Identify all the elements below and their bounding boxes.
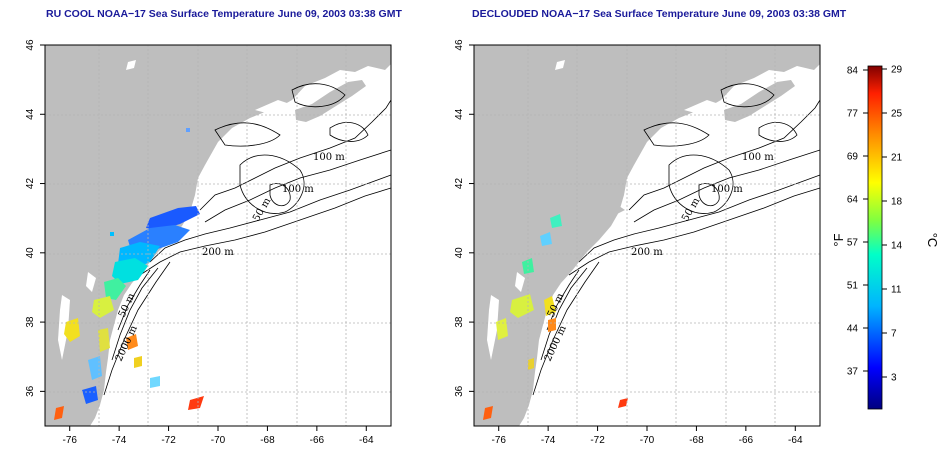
right-lat-tick-label: 42: [454, 178, 465, 190]
right-axes: -76 -74 -72 -70 -68 -66 -64 36 38 40 42 44 46: [454, 39, 803, 446]
fahrenheit-unit-label: °F: [831, 233, 846, 246]
right-bay-of-fundy: [684, 100, 719, 114]
left-contour-label-1: 100 m: [313, 152, 345, 163]
right-lon-tick-label: -68: [689, 435, 704, 446]
left-land-mass: [45, 45, 391, 426]
celsius-tick-label: 3: [891, 373, 897, 384]
left-lon-tick-label: -76: [62, 435, 77, 446]
left-grid: [45, 45, 391, 426]
right-lon-tick-label: -72: [590, 435, 605, 446]
left-lat-tick-label: 46: [25, 39, 36, 51]
celsius-tick-label: 7: [891, 329, 897, 340]
celsius-tick-label: 14: [891, 241, 903, 252]
fahrenheit-tick-label: 57: [847, 238, 859, 249]
left-inland-lake: [126, 60, 136, 70]
right-lat-tick-label: 36: [454, 385, 465, 397]
right-nova-scotia: [724, 80, 795, 122]
left-sst-pixels: [54, 128, 204, 420]
left-map-title: RU COOL NOAA−17 Sea Surface Temperature …: [46, 8, 402, 20]
right-inland-lake: [555, 60, 565, 70]
colorbar-gradient: [867, 65, 883, 410]
left-lat-tick-label: 38: [25, 316, 36, 328]
right-depth-contours: [532, 83, 821, 396]
left-lon-tick-label: -68: [260, 435, 275, 446]
left-lat-tick-label: 44: [25, 108, 36, 120]
left-bay-of-fundy: [255, 100, 290, 114]
celsius-tick-label: 11: [891, 285, 902, 296]
fahrenheit-tick-label: 37: [847, 367, 859, 378]
right-chesapeake-bay: [487, 295, 499, 360]
left-delaware-bay: [86, 272, 96, 292]
colorbar-ticks: 84 77 69 64 57 51 44 37 29 25 21 18 14 11 7 3: [847, 65, 903, 384]
left-lat-tick-label: 42: [25, 178, 36, 190]
right-contour-label-2: 100 m: [711, 184, 743, 195]
fahrenheit-tick-label: 69: [847, 152, 859, 163]
right-grid: [474, 45, 820, 426]
right-delaware-bay: [515, 272, 525, 292]
right-lat-tick-label: 46: [454, 39, 465, 51]
right-contour-label-1: 100 m: [742, 152, 774, 163]
fahrenheit-tick-label: 64: [847, 195, 859, 206]
fahrenheit-tick-label: 51: [847, 281, 859, 292]
celsius-tick-label: 18: [891, 197, 903, 208]
right-contour-label-4: 200 m: [631, 247, 663, 258]
left-axes: -76 -74 -72 -70 -68 -66 -64 36 38 40 42 44 46: [25, 39, 374, 446]
fahrenheit-tick-label: 84: [847, 66, 859, 77]
fahrenheit-tick-label: 44: [847, 324, 859, 335]
left-lon-tick-label: -66: [310, 435, 325, 446]
left-contour-label-4: 200 m: [202, 247, 234, 258]
right-lon-tick-label: -74: [541, 435, 556, 446]
right-lat-tick-label: 40: [454, 247, 465, 259]
temperature-colorbar: 84 77 69 64 57 51 44 37 29 25 21 18 14 11 7 3 °F °C: [831, 65, 940, 410]
right-land-mass: [474, 45, 820, 426]
left-lat-tick-label: 40: [25, 247, 36, 259]
celsius-unit-label: °C: [925, 233, 940, 248]
right-lat-tick-label: 44: [454, 108, 465, 120]
right-lon-tick-label: -70: [640, 435, 655, 446]
celsius-tick-label: 29: [891, 65, 903, 76]
left-map-panel: 100 m 100 m 50 m 200 m 50 m 2000 m -76 -7…: [25, 39, 392, 446]
left-lon-tick-label: -64: [359, 435, 374, 446]
left-lat-tick-label: 36: [25, 385, 36, 397]
right-lon-tick-label: -64: [788, 435, 803, 446]
left-lon-tick-label: -72: [161, 435, 176, 446]
left-nova-scotia: [295, 80, 366, 122]
celsius-tick-label: 21: [891, 153, 903, 164]
left-lon-tick-label: -74: [112, 435, 127, 446]
right-long-island: [579, 206, 625, 228]
fahrenheit-tick-label: 77: [847, 109, 859, 120]
right-lat-tick-label: 38: [454, 316, 465, 328]
left-chesapeake-bay: [58, 295, 70, 360]
left-contour-label-2: 100 m: [282, 184, 314, 195]
right-lon-tick-label: -76: [491, 435, 506, 446]
right-lon-tick-label: -66: [739, 435, 754, 446]
right-map-title: DECLOUDED NOAA−17 Sea Surface Temperatur…: [472, 8, 847, 20]
left-depth-contours: [103, 83, 392, 396]
left-lon-tick-label: -70: [211, 435, 226, 446]
right-map-panel: 100 m 100 m 50 m 200 m 50 m 2000 m -76 -7…: [454, 39, 821, 446]
celsius-tick-label: 25: [891, 109, 903, 120]
